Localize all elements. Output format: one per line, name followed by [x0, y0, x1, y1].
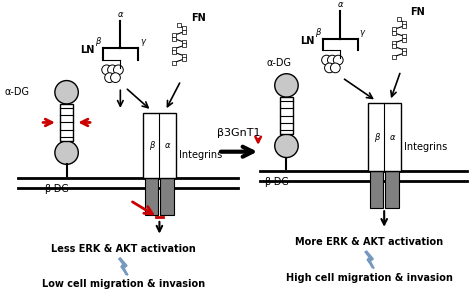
- Text: β-DG: β-DG: [264, 177, 289, 187]
- Circle shape: [110, 73, 120, 83]
- Text: Integrins: Integrins: [404, 142, 447, 152]
- Bar: [280, 97, 293, 134]
- Circle shape: [322, 55, 331, 65]
- Bar: [385, 171, 399, 208]
- Bar: [145, 178, 158, 215]
- Circle shape: [333, 55, 343, 65]
- Text: γ: γ: [140, 37, 145, 46]
- Text: β-DG: β-DG: [45, 184, 69, 194]
- Text: β: β: [149, 141, 155, 150]
- Bar: [370, 171, 383, 208]
- Bar: [367, 103, 401, 171]
- Circle shape: [325, 63, 334, 73]
- Text: β: β: [315, 28, 321, 37]
- Text: Less ERK & AKT activation: Less ERK & AKT activation: [51, 244, 196, 254]
- Text: α-DG: α-DG: [266, 58, 291, 68]
- Text: More ERK & AKT activation: More ERK & AKT activation: [295, 238, 444, 248]
- Text: High cell migration & invasion: High cell migration & invasion: [286, 273, 453, 283]
- Text: α: α: [337, 0, 343, 9]
- Circle shape: [108, 65, 118, 75]
- Text: LN: LN: [301, 36, 315, 46]
- Circle shape: [328, 55, 337, 65]
- Text: β3GnT1: β3GnT1: [217, 128, 260, 138]
- Circle shape: [55, 81, 78, 104]
- Bar: [60, 104, 73, 141]
- Text: Integrins: Integrins: [179, 150, 222, 160]
- Circle shape: [55, 141, 78, 164]
- Circle shape: [102, 65, 111, 75]
- Text: γ: γ: [360, 28, 365, 37]
- Text: β: β: [95, 37, 101, 46]
- Text: β: β: [374, 133, 379, 142]
- Text: FN: FN: [191, 13, 205, 23]
- Text: α: α: [389, 133, 395, 142]
- Text: Low cell migration & invasion: Low cell migration & invasion: [42, 279, 205, 289]
- Circle shape: [275, 134, 298, 158]
- Circle shape: [275, 74, 298, 97]
- Circle shape: [105, 73, 114, 83]
- Circle shape: [113, 65, 123, 75]
- Text: α-DG: α-DG: [4, 87, 29, 97]
- Text: α: α: [118, 10, 123, 19]
- Text: FN: FN: [410, 7, 425, 17]
- Circle shape: [330, 63, 340, 73]
- Text: α: α: [164, 141, 170, 150]
- Text: LN: LN: [81, 45, 95, 55]
- Bar: [160, 178, 174, 215]
- Bar: [143, 113, 176, 178]
